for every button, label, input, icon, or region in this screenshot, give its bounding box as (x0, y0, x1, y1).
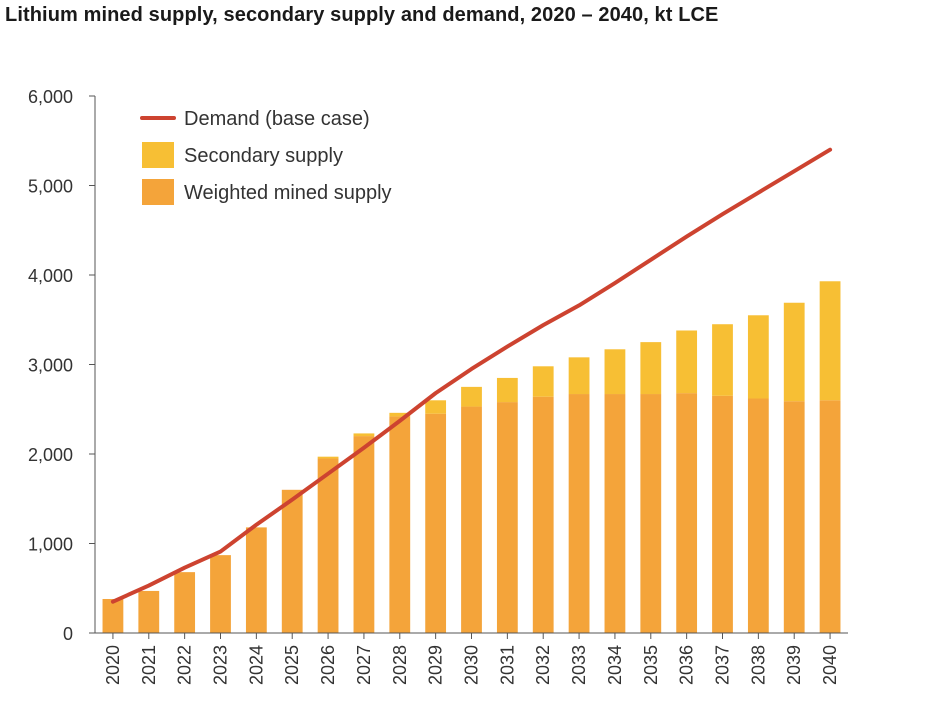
secondary-supply-bar-2040 (819, 281, 841, 401)
weighted-mined-supply-bar-2034 (604, 394, 626, 633)
secondary-supply-bar-2039 (783, 302, 805, 402)
x-tick-label: 2037 (713, 645, 733, 685)
secondary-supply-bar-2031 (496, 377, 518, 403)
weighted-mined-supply-bar-2020 (102, 598, 124, 633)
y-tick-label: 2,000 (28, 445, 73, 465)
secondary-supply-bar-2034 (604, 349, 626, 395)
secondary-supply-bar-2035 (640, 342, 662, 395)
y-tick-label: 6,000 (28, 87, 73, 107)
y-tick-label: 0 (63, 624, 73, 644)
legend-label: Weighted mined supply (184, 182, 392, 204)
secondary-supply-bar-2027 (353, 433, 375, 437)
weighted-mined-supply-bar-2040 (819, 400, 841, 633)
x-tick-label: 2033 (569, 645, 589, 685)
x-tick-label: 2034 (605, 645, 625, 685)
x-tick-label: 2022 (175, 645, 195, 685)
x-tick-label: 2023 (211, 645, 231, 685)
x-tick-label: 2020 (103, 645, 123, 685)
y-tick-label: 3,000 (28, 356, 73, 376)
weighted-mined-supply-bar-2022 (174, 572, 196, 633)
weighted-mined-supply-bar-2025 (281, 489, 303, 633)
weighted-mined-supply-bar-2021 (138, 590, 160, 633)
weighted-mined-supply-bar-2026 (317, 458, 339, 633)
x-tick-label: 2040 (820, 645, 840, 685)
x-tick-label: 2026 (318, 645, 338, 685)
x-tick-label: 2024 (246, 645, 266, 685)
weighted-mined-supply-bar-2033 (568, 394, 590, 633)
x-tick-label: 2038 (748, 645, 768, 685)
secondary-supply-bar-2036 (676, 330, 698, 394)
y-tick-label: 4,000 (28, 266, 73, 286)
x-tick-label: 2029 (426, 645, 446, 685)
legend-label: Demand (base case) (184, 108, 370, 130)
secondary-supply-bar-2032 (532, 366, 554, 397)
weighted-mined-supply-bar-2038 (747, 398, 769, 633)
weighted-mined-supply-bar-2027 (353, 436, 375, 633)
secondary-supply-bar-2028 (389, 412, 411, 417)
secondary-supply-bar-2038 (747, 315, 769, 399)
legend-label: Secondary supply (184, 145, 343, 167)
weighted-mined-supply-bar-2037 (712, 395, 733, 633)
weighted-mined-supply-bar-2028 (389, 416, 411, 633)
secondary-supply-bar-2030 (461, 386, 482, 407)
x-tick-label: 2025 (282, 645, 302, 685)
x-tick-label: 2039 (784, 645, 804, 685)
x-tick-label: 2028 (390, 645, 410, 685)
weighted-mined-supply-bar-2029 (425, 413, 447, 633)
x-tick-label: 2021 (139, 645, 159, 685)
weighted-mined-supply-bar-2036 (676, 393, 698, 633)
weighted-mined-supply-bar-2035 (640, 394, 662, 633)
x-tick-label: 2032 (533, 645, 553, 685)
chart-title: Lithium mined supply, secondary supply a… (5, 4, 719, 26)
x-tick-label: 2031 (497, 645, 517, 685)
weighted-mined-supply-bar-2030 (461, 406, 482, 633)
secondary-supply-bar-2033 (568, 357, 590, 395)
weighted-mined-supply-bar-2032 (532, 396, 554, 633)
x-tick-label: 2035 (641, 645, 661, 685)
y-tick-label: 5,000 (28, 177, 73, 197)
x-tick-label: 2036 (677, 645, 697, 685)
x-tick-label: 2027 (354, 645, 374, 685)
legend-swatch-weighted-mined-supply (142, 179, 174, 205)
legend-swatch-secondary-supply (142, 142, 174, 168)
y-tick-label: 1,000 (28, 535, 73, 555)
weighted-mined-supply-bar-2024 (245, 527, 267, 633)
weighted-mined-supply-bar-2039 (783, 401, 805, 633)
x-tick-label: 2030 (462, 645, 482, 685)
secondary-supply-bar-2037 (712, 324, 733, 396)
secondary-supply-bar-2026 (317, 456, 339, 459)
weighted-mined-supply-bar-2023 (210, 555, 231, 633)
secondary-supply-bar-2029 (425, 400, 447, 414)
weighted-mined-supply-bar-2031 (496, 402, 518, 633)
